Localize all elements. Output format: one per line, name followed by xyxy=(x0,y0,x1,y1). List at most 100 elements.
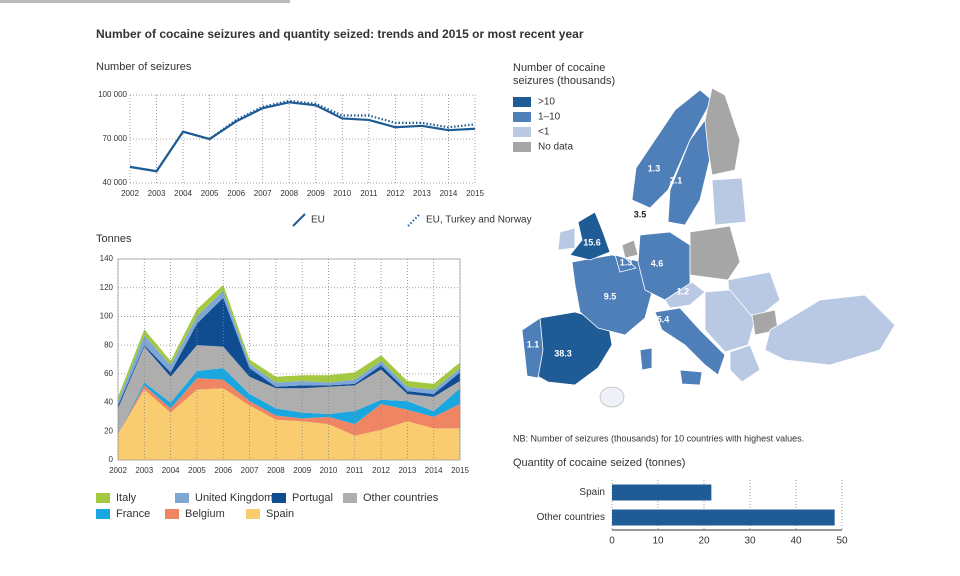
y-tick-label: Other countries xyxy=(537,512,605,523)
x-tick-label: 2013 xyxy=(398,466,416,475)
plot-frame xyxy=(117,258,461,461)
map-note: NB: Number of seizures (thousands) for 1… xyxy=(513,433,804,443)
legend-label: No data xyxy=(538,142,573,153)
x-tick-label: 2002 xyxy=(121,189,139,198)
x-tick-label: 2003 xyxy=(148,189,166,198)
country xyxy=(557,227,576,251)
x-tick-label: 10 xyxy=(652,536,664,547)
bar xyxy=(612,509,835,526)
legend-label: Portugal xyxy=(292,492,333,504)
y-tick-label: 60 xyxy=(104,369,113,378)
y-tick-label: 100 xyxy=(100,312,114,321)
legend-label: <1 xyxy=(538,127,550,138)
legend-label: Spain xyxy=(266,508,294,520)
x-tick-label: 2004 xyxy=(174,189,192,198)
country xyxy=(667,119,713,226)
legend-label: Belgium xyxy=(185,508,225,520)
x-tick-label: 2014 xyxy=(440,189,458,198)
country xyxy=(521,317,544,379)
map-title: Number of cocaine seizures (thousands) xyxy=(513,62,616,87)
line-series xyxy=(129,101,476,173)
area-series xyxy=(118,297,460,409)
x-tick-label: 30 xyxy=(744,536,756,547)
map xyxy=(521,87,896,408)
map-value-label: 1.1 xyxy=(527,339,540,349)
legend-label: EU xyxy=(311,215,325,226)
y-tick-label: 40 000 xyxy=(103,178,128,187)
map-labels: 15.6 38.3 9.5 4.6 1.3 2.1 3.5 1.1 5.4 1.2 1.3 xyxy=(527,163,690,358)
y-tick-label: 40 xyxy=(104,398,113,407)
legend-label: France xyxy=(116,508,150,520)
country xyxy=(764,294,896,366)
legend-label: EU, Turkey and Norway xyxy=(426,215,532,226)
x-tick-label: 40 xyxy=(790,536,802,547)
country xyxy=(621,239,639,259)
map-value-label: 5.4 xyxy=(657,314,670,324)
x-tick-label: 2004 xyxy=(162,466,180,475)
legend-swatch xyxy=(175,493,189,503)
x-tick-label: 2011 xyxy=(360,189,378,198)
bar xyxy=(612,484,712,501)
x-tick-label: 2009 xyxy=(307,189,325,198)
x-tick-label: 2005 xyxy=(201,189,219,198)
legend-swatch xyxy=(513,112,531,122)
legend-swatch xyxy=(272,493,286,503)
y-tick-label: 20 xyxy=(104,426,113,435)
country xyxy=(664,281,706,309)
legend-label: United Kingdom xyxy=(195,492,273,504)
map-value-label: 9.5 xyxy=(604,291,617,301)
x-tick-label: 2005 xyxy=(188,466,206,475)
x-tick-label: 20 xyxy=(698,536,710,547)
x-tick-label: 2010 xyxy=(333,189,351,198)
x-tick-label: 2009 xyxy=(293,466,311,475)
x-tick-label: 2010 xyxy=(320,466,338,475)
y-tick-label: 100 000 xyxy=(98,90,127,99)
x-tick-label: 2012 xyxy=(372,466,390,475)
legend-swatch xyxy=(292,213,306,227)
area-series xyxy=(118,378,460,436)
country xyxy=(711,177,747,226)
x-tick-label: 50 xyxy=(836,536,848,547)
chart-title: Number of seizures xyxy=(96,61,192,73)
map-value-label: 2.1 xyxy=(670,175,683,185)
x-tick-label: 2007 xyxy=(254,189,272,198)
y-tick-label: 70 000 xyxy=(103,134,128,143)
country xyxy=(689,225,741,281)
area-series xyxy=(118,290,460,406)
area-series xyxy=(118,368,460,435)
country xyxy=(571,254,653,336)
legend-label: Other countries xyxy=(363,492,439,504)
legend-swatch xyxy=(96,509,110,519)
legend-swatch xyxy=(513,97,531,107)
line-series xyxy=(129,99,476,173)
country xyxy=(704,289,756,353)
x-tick-label: 2006 xyxy=(227,189,245,198)
country xyxy=(639,347,653,371)
country xyxy=(614,254,637,273)
map-value-label: 3.5 xyxy=(634,209,647,219)
country xyxy=(654,307,726,376)
y-tick-label: Spain xyxy=(579,487,605,498)
map-value-label: 15.6 xyxy=(583,237,601,247)
malta-inset xyxy=(599,386,625,408)
x-tick-label: 2013 xyxy=(413,189,431,198)
map-value-label: 1.2 xyxy=(677,286,690,296)
map-value-label: 1.3 xyxy=(648,163,661,173)
legend-swatch xyxy=(513,127,531,137)
y-tick-label: 0 xyxy=(109,455,114,464)
area-series xyxy=(118,345,460,435)
x-tick-label: 2008 xyxy=(280,189,298,198)
country xyxy=(729,344,761,383)
area-series xyxy=(118,284,460,402)
legend-swatch xyxy=(165,509,179,519)
x-tick-label: 2012 xyxy=(386,189,404,198)
map-value-label: 38.3 xyxy=(554,348,572,358)
x-tick-label: 2003 xyxy=(135,466,153,475)
x-tick-label: 2008 xyxy=(267,466,285,475)
y-tick-label: 120 xyxy=(100,283,114,292)
map-value-label: 1.3 xyxy=(620,257,633,267)
country xyxy=(704,87,741,176)
page-title: Number of cocaine seizures and quantity … xyxy=(96,27,584,41)
legend-label: 1–10 xyxy=(538,112,561,123)
